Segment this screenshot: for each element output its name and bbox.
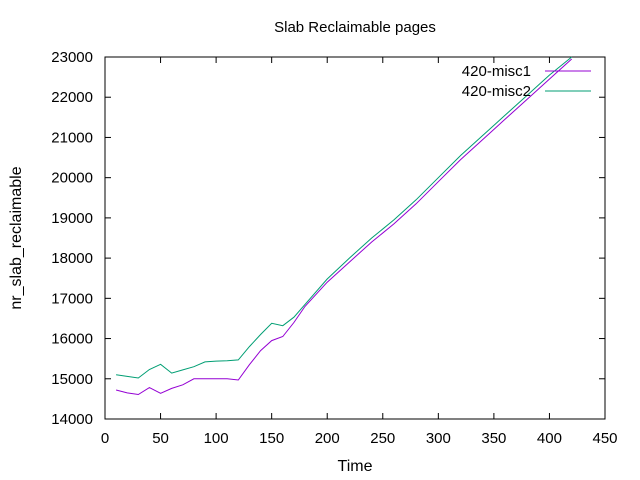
series-line-420-misc2 [116,56,573,379]
x-tick-label: 450 [592,430,617,447]
legend-label-420-misc1: 420-misc1 [462,63,531,80]
y-tick-label: 21000 [51,129,93,146]
y-tick-label: 16000 [51,331,93,348]
x-tick-label: 150 [259,430,284,447]
x-tick-label: 50 [152,430,169,447]
y-tick-label: 23000 [51,49,93,66]
legend: 420-misc1 420-misc2 [462,63,591,100]
x-tick-label: 100 [204,430,229,447]
x-tick-label: 300 [426,430,451,447]
x-axis-label: Time [338,458,373,475]
plot-area: 0 50 100 150 200 250 300 350 400 450 14000 15000 16… [51,49,617,447]
x-tick-label: 250 [370,430,395,447]
y-tick-label: 15000 [51,371,93,388]
plot-frame [104,56,606,420]
x-tick-label: 200 [315,430,340,447]
legend-label-420-misc2: 420-misc2 [462,83,531,100]
y-tick-label: 22000 [51,89,93,106]
y-axis-label: nr_slab_reclaimable [8,166,25,309]
x-tick-label: 0 [101,430,109,447]
x-tick-label: 400 [537,430,562,447]
y-tick-label: 19000 [51,210,93,227]
x-axis-ticks: 0 50 100 150 200 250 300 350 400 450 [101,57,618,447]
series-line-420-misc1 [115,58,573,396]
x-tick-label: 350 [481,430,506,447]
y-axis-ticks: 14000 15000 16000 17000 18000 19000 20000 21000… [51,49,605,428]
y-tick-label: 14000 [51,411,93,428]
series-lines [115,56,573,396]
chart-title: Slab Reclaimable pages [274,19,436,36]
y-tick-label: 18000 [51,250,93,267]
y-tick-label: 20000 [51,170,93,187]
y-tick-label: 17000 [51,290,93,307]
